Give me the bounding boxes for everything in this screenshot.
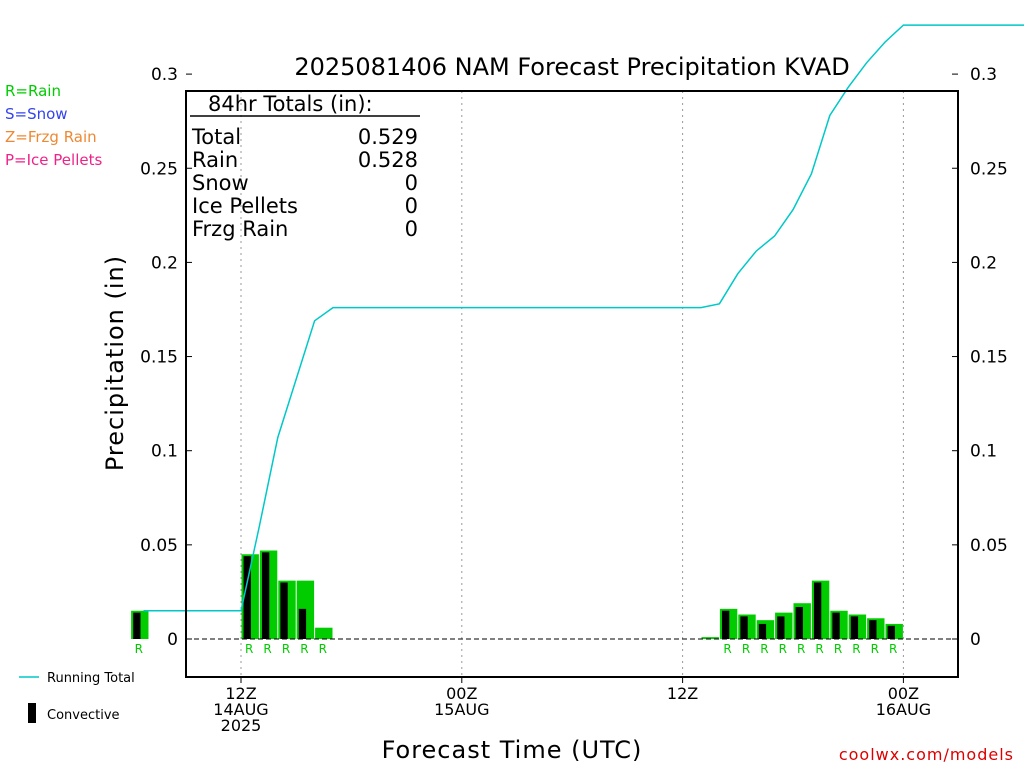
- ptype-label: R: [889, 642, 897, 656]
- ptype-label: R: [742, 642, 750, 656]
- convective-bar: [795, 606, 803, 639]
- x-tick-label: 12Z: [225, 684, 256, 703]
- convective-legend-label: Convective: [47, 708, 120, 723]
- ptype-label: R: [319, 642, 327, 656]
- ptype-labels: RRRRRRRRRRRRRRRRRRRRRRRRR: [135, 642, 898, 656]
- totals-row-value: 0: [405, 217, 418, 241]
- totals-row-value: 0.528: [358, 148, 418, 172]
- y-tick-label-left: 0.2: [151, 253, 178, 273]
- convective-bar: [261, 552, 270, 639]
- convective-bar: [832, 612, 840, 639]
- ptype-label: R: [871, 642, 879, 656]
- totals-row-value: 0: [405, 171, 418, 195]
- y-tick-label-right: 0.1: [970, 442, 997, 462]
- x-tick-label: 16AUG: [876, 700, 931, 719]
- totals-row-label: Snow: [192, 171, 249, 195]
- totals-row-value: 0: [405, 194, 418, 218]
- y-tick-label-right: 0.15: [970, 348, 1008, 368]
- convective-bar: [298, 608, 307, 639]
- y-axis-ticks: 0 00.05 0.050.1 0.10.15 0.150.2 0.20.25 0.250.…: [140, 65, 1008, 650]
- totals-header: 84hr Totals (in):: [208, 92, 373, 116]
- y-axis-label: Precipitation (in): [101, 255, 129, 471]
- chart-title: 2025081406 NAM Forecast Precipitation KV…: [294, 53, 849, 81]
- x-tick-label: 00Z: [446, 684, 477, 703]
- convective-bar: [758, 623, 767, 639]
- ptype-label: R: [779, 642, 787, 656]
- convective-bar: [887, 625, 895, 639]
- totals-row-value: 0.529: [358, 125, 418, 149]
- convective-bar: [813, 582, 822, 639]
- vertical-gridlines: [240, 91, 904, 677]
- x-tick-label: 14AUG: [213, 700, 268, 719]
- x-axis-ticks: 12Z14AUG202500Z15AUG12Z00Z16AUG12Z00Z17A…: [213, 677, 931, 735]
- ptype-label: R: [282, 642, 290, 656]
- ptype-label: R: [135, 642, 143, 656]
- y-tick-label-right: 0.2: [970, 253, 997, 273]
- convective-bar: [869, 620, 877, 639]
- convective-bar: [243, 556, 251, 639]
- convective-bar: [721, 610, 730, 639]
- ptype-label: R: [723, 642, 731, 656]
- x-tick-label: 2025: [221, 716, 262, 735]
- y-tick-label-left: 0.15: [140, 348, 178, 368]
- y-tick-label-right: 0.05: [970, 536, 1008, 556]
- ptype-legend-item: R=Rain: [5, 82, 61, 100]
- convective-bar: [280, 582, 288, 639]
- totals-row-label: Frzg Rain: [192, 217, 288, 241]
- x-axis-label: Forecast Time (UTC): [382, 736, 643, 764]
- y-tick-label-right: 0.3: [970, 65, 997, 85]
- totals-row-label: Rain: [192, 148, 238, 172]
- ptype-legend-item: P=Ice Pellets: [5, 151, 102, 169]
- running-total-line: [143, 24, 1024, 612]
- ptype-label: R: [245, 642, 253, 656]
- ptype-label: R: [300, 642, 308, 656]
- running-total-polyline: [143, 24, 1024, 612]
- x-tick-label: 12Z: [667, 684, 698, 703]
- ptype-legend: R=Rain S=Snow Z=Frzg Rain P=Ice Pellets: [5, 82, 102, 169]
- ptype-label: R: [834, 642, 842, 656]
- ptype-label: R: [797, 642, 805, 656]
- convective-bar: [850, 616, 859, 639]
- totals-box: 84hr Totals (in): Total 0.529 Rain 0.528 Snow…: [190, 92, 420, 241]
- convective-bar: [133, 612, 141, 639]
- y-tick-label-left: 0: [167, 630, 178, 650]
- ptype-legend-item: S=Snow: [5, 105, 68, 123]
- y-tick-label-left: 0.3: [151, 65, 178, 85]
- totals-row-label: Ice Pellets: [192, 194, 298, 218]
- precip-bar: [315, 627, 333, 639]
- y-tick-label-right: 0: [970, 630, 981, 650]
- running-total-legend-label: Running Total: [47, 671, 135, 686]
- ptype-label: R: [263, 642, 271, 656]
- precip-bars: [131, 550, 903, 639]
- ptype-label: R: [815, 642, 823, 656]
- y-tick-label-left: 0.05: [140, 536, 178, 556]
- y-tick-label-left: 0.25: [140, 159, 178, 179]
- convective-bar: [740, 616, 748, 639]
- plot-frame: [185, 90, 959, 678]
- y-tick-label-left: 0.1: [151, 442, 178, 462]
- ptype-label: R: [852, 642, 860, 656]
- x-tick-label: 00Z: [888, 684, 919, 703]
- ptype-legend-item: Z=Frzg Rain: [5, 128, 97, 146]
- ptype-label: R: [760, 642, 768, 656]
- credit-text: coolwx.com/models: [839, 745, 1014, 764]
- x-tick-label: 15AUG: [434, 700, 489, 719]
- totals-row-label: Total: [191, 125, 241, 149]
- precip-bar: [701, 637, 719, 639]
- convective-bar: [777, 616, 785, 639]
- convective-legend-swatch: [28, 703, 36, 723]
- y-tick-label-right: 0.25: [970, 159, 1008, 179]
